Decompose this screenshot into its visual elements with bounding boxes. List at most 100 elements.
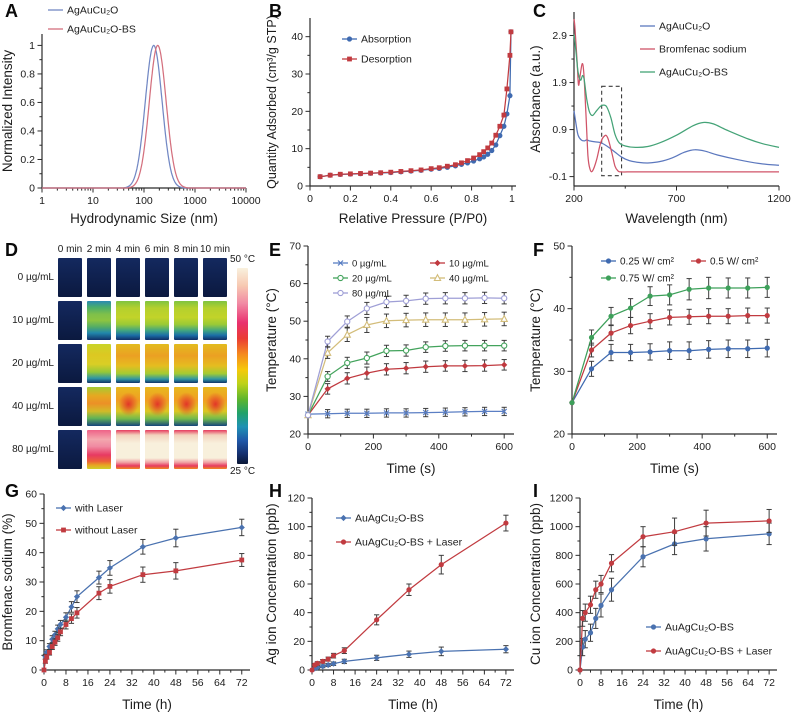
series xyxy=(304,291,508,419)
y-tick-label: 120 xyxy=(287,493,305,505)
x-axis-label: Wavelength (nm) xyxy=(625,211,727,226)
thermal-concentration-label: 80 µg/mL xyxy=(12,444,54,455)
series xyxy=(308,645,510,674)
thermal-cell xyxy=(145,430,169,469)
x-tick-label: 200 xyxy=(565,193,583,205)
thermal-time-label: 8 min xyxy=(173,244,199,255)
tick-marks xyxy=(303,245,505,439)
series xyxy=(309,514,509,673)
series xyxy=(317,29,514,180)
y-tick-label: 50 xyxy=(25,518,37,530)
axes xyxy=(43,494,250,671)
legend-label: AuAgCu₂O-BS + Laser xyxy=(665,646,773,658)
thermal-cell xyxy=(58,387,82,426)
thermal-cell xyxy=(145,387,169,426)
x-tick-label: 48 xyxy=(170,677,182,689)
x-tick-label: 16 xyxy=(82,677,94,689)
thermal-cell xyxy=(203,344,227,383)
x-tick-label: 0.4 xyxy=(383,193,398,205)
x-tick-label: 0.6 xyxy=(424,193,439,205)
thermal-cell xyxy=(203,258,227,297)
y-tick-label: 30 xyxy=(25,577,37,589)
legend: 0.25 W/ cm² 0.5 W/ cm² 0.75 W/ cm² xyxy=(601,257,759,285)
x-tick-label: 48 xyxy=(700,677,712,689)
thermal-cell xyxy=(174,387,198,426)
panel-f-temp-vs-power: F 0 200 400 600 20 30 40 50 Time (s) Temperature … xyxy=(528,230,791,480)
thermal-cell xyxy=(145,258,169,297)
tick-marks xyxy=(567,245,768,439)
legend-label: AuAgCu₂O-BS + Laser xyxy=(355,537,463,549)
tick-marks xyxy=(37,44,247,193)
x-tick-label: 1200 xyxy=(767,193,791,205)
panel-i-letter: I xyxy=(533,481,539,501)
y-tick-label: 40 xyxy=(553,303,565,315)
x-axis-label: Time (h) xyxy=(122,697,172,712)
panel-h-ag-ion: H 0 8 16 24 32 40 48 56 64 72 0 20 40 60 80 100 120 Time … xyxy=(264,480,528,716)
x-axis-label: Relative Pressure (P/P0) xyxy=(339,211,488,226)
thermal-concentration-label: 10 µg/mL xyxy=(12,315,54,326)
legend-label: AgAuCu₂O xyxy=(659,21,710,33)
y-tick-label: 50 xyxy=(553,241,565,253)
x-tick-label: 700 xyxy=(668,193,686,205)
x-tick-label: 64 xyxy=(479,677,491,689)
thermal-scale-min-label: 25 °C xyxy=(230,466,256,477)
legend-label: with Laser xyxy=(74,503,123,515)
x-tick-label: 56 xyxy=(457,677,469,689)
y-tick-label: 600 xyxy=(555,579,573,591)
thermal-cell xyxy=(87,387,111,426)
thermal-scale-max-label: 50 °C xyxy=(230,254,256,265)
thermal-cell xyxy=(87,344,111,383)
y-tick-label: 0.9 xyxy=(552,124,567,136)
thermal-cell xyxy=(203,387,227,426)
legend-label: 10 µg/mL xyxy=(449,259,489,270)
panel-d-thermal-images: D 0 min 2 min 4 min 6 min 8 min 10 min 0 µg/mL… xyxy=(0,230,264,480)
panel-a-letter: A xyxy=(5,1,18,21)
x-tick-label: 48 xyxy=(435,677,447,689)
y-tick-label: 30 xyxy=(289,391,301,403)
y-axis-label: Temperature (°C) xyxy=(528,288,543,392)
y-tick-label: 60 xyxy=(25,489,37,501)
axes xyxy=(309,18,516,187)
series xyxy=(569,307,770,406)
y-axis-label: Quantity Adsorbed (cm³/g STP) xyxy=(265,15,279,189)
x-axis-label: Time (s) xyxy=(387,461,436,476)
x-tick-label: 400 xyxy=(430,441,448,453)
series xyxy=(304,339,508,419)
y-tick-label: 0 xyxy=(29,183,35,195)
tick-marks xyxy=(39,493,243,675)
x-tick-label: 72 xyxy=(500,677,512,689)
series xyxy=(573,19,779,173)
x-tick-label: 10 xyxy=(87,195,99,207)
y-tick-label: 0.6 xyxy=(20,97,35,109)
thermal-cell xyxy=(174,301,198,340)
legend-label: 20 µg/mL xyxy=(352,274,392,285)
x-tick-label: 10000 xyxy=(231,195,260,207)
chart-temperature-concentration: 0 200 400 600 20 30 40 50 60 70 Time (s) Temperatur… xyxy=(264,241,514,476)
thermal-cell xyxy=(58,301,82,340)
legend: 0 µg/mL 10 µg/mL 20 µg/mL 40 µg/mL 80 µg/mL xyxy=(333,259,489,300)
y-axis-label: Temperature (°C) xyxy=(264,288,279,392)
x-tick-label: 32 xyxy=(126,677,138,689)
thermal-cell xyxy=(116,301,140,340)
series xyxy=(305,406,508,419)
y-tick-label: 40 xyxy=(293,607,305,619)
x-tick-label: 0 xyxy=(569,441,575,453)
legend-label: 0.5 W/ cm² xyxy=(710,257,759,268)
tick-marks xyxy=(305,36,513,191)
x-tick-label: 56 xyxy=(721,677,733,689)
y-tick-label: 1200 xyxy=(550,493,574,505)
thermal-concentration-label: 40 µg/mL xyxy=(12,401,54,412)
thermal-time-label: 0 min xyxy=(57,244,83,255)
thermal-concentration-label: 20 µg/mL xyxy=(12,358,54,369)
y-tick-label: 100 xyxy=(287,521,305,533)
panel-a-dls: A 1 10 100 1000 10000 0 0.2 0.4 0.6 0.8 1 Hydrodyna… xyxy=(0,0,264,230)
x-tick-label: 0.2 xyxy=(343,193,358,205)
y-axis-label: Cu ion Concentration (ppb) xyxy=(528,503,543,665)
panel-e-temp-vs-concentration: E 0 200 400 600 20 30 40 50 60 70 Time (s) Temperat… xyxy=(264,230,528,480)
legend-label: Absorption xyxy=(361,34,411,46)
legend-label: 80 µg/mL xyxy=(352,289,392,300)
y-tick-label: 200 xyxy=(555,636,573,648)
x-tick-label: 8 xyxy=(598,677,604,689)
legend: AuAgCu₂O-BS AuAgCu₂O-BS + Laser xyxy=(646,622,773,658)
